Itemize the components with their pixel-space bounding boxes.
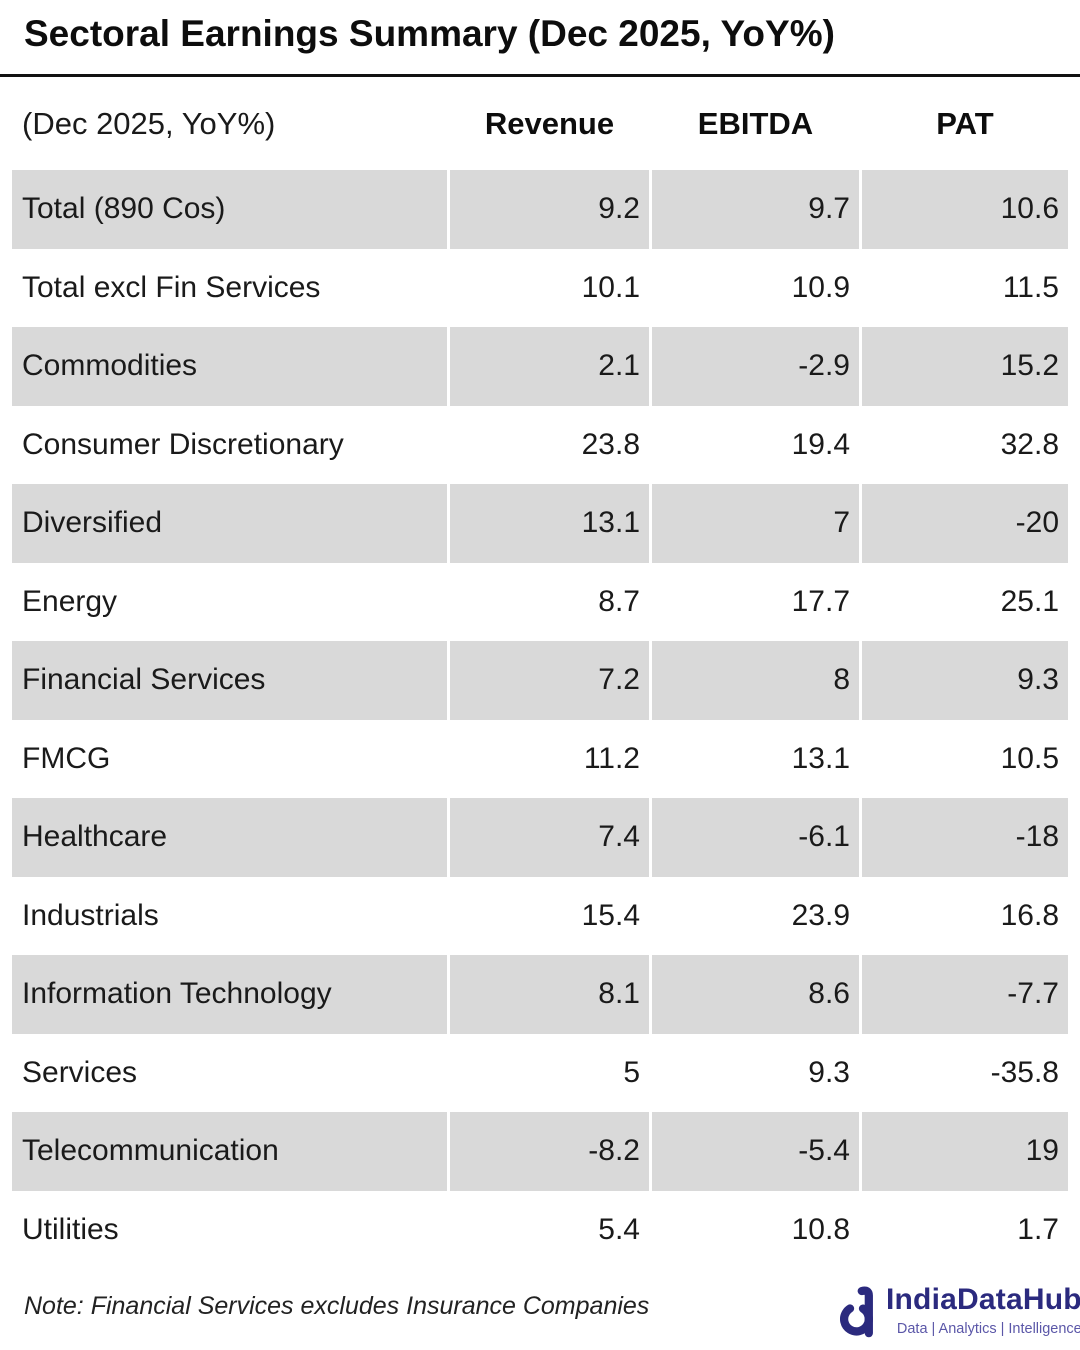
cell-revenue: 5.4 <box>598 1212 640 1246</box>
cell-pat: 15.2 <box>862 327 1068 406</box>
table-row: Energy 8.7 17.7 25.1 <box>12 563 1068 642</box>
footnote: Note: Financial Services excludes Insura… <box>24 1292 650 1320</box>
row-label: Utilities <box>22 1212 119 1246</box>
cell-revenue: 7.2 <box>450 641 649 720</box>
row-label: Financial Services <box>12 641 447 720</box>
cell-revenue: 23.8 <box>581 427 640 461</box>
cell-pat: 9.3 <box>862 641 1068 720</box>
table-row: Services 5 9.3 -35.8 <box>12 1034 1068 1113</box>
cell-ebitda: 23.9 <box>791 898 850 932</box>
cell-ebitda: 13.1 <box>791 741 850 775</box>
table-row: Telecommunication -8.2 -5.4 19 <box>12 1112 1068 1191</box>
column-header-ebitda: EBITDA <box>697 106 814 141</box>
cell-ebitda: 9.7 <box>652 170 859 249</box>
table-body: Total (890 Cos) 9.2 9.7 10.6 Total excl Fin … <box>12 170 1068 1269</box>
cell-revenue: 15.4 <box>581 898 640 932</box>
row-label: Industrials <box>22 898 159 932</box>
cell-pat: 16.8 <box>1000 898 1059 932</box>
table-header-label: (Dec 2025, YoY%) <box>22 106 276 141</box>
cell-ebitda: 10.9 <box>791 270 850 304</box>
logo-name: IndiaDataHub <box>886 1283 1080 1316</box>
table-row: Information Technology 8.1 8.6 -7.7 <box>12 955 1068 1034</box>
cell-revenue: 7.4 <box>450 798 649 877</box>
title-divider <box>0 74 1080 77</box>
table-row: Healthcare 7.4 -6.1 -18 <box>12 798 1068 877</box>
cell-revenue: 11.2 <box>583 741 640 775</box>
cell-ebitda: -2.9 <box>652 327 859 406</box>
cell-revenue: 10.1 <box>581 270 640 304</box>
cell-pat: 32.8 <box>1000 427 1059 461</box>
cell-ebitda: 17.7 <box>791 584 850 618</box>
cell-ebitda: 7 <box>652 484 859 563</box>
row-label: Total (890 Cos) <box>12 170 447 249</box>
page-title: Sectoral Earnings Summary (Dec 2025, YoY… <box>24 13 835 54</box>
cell-revenue: 2.1 <box>450 327 649 406</box>
cell-pat: 10.6 <box>862 170 1068 249</box>
cell-ebitda: 8.6 <box>652 955 859 1034</box>
cell-revenue: -8.2 <box>450 1112 649 1191</box>
cell-pat: -18 <box>862 798 1068 877</box>
row-label: Healthcare <box>12 798 447 877</box>
cell-ebitda: 8 <box>652 641 859 720</box>
table-row: Utilities 5.4 10.8 1.7 <box>12 1191 1068 1270</box>
table-row: Total (890 Cos) 9.2 9.7 10.6 <box>12 170 1068 249</box>
indiadatahub-d-icon <box>840 1286 880 1343</box>
cell-ebitda: -5.4 <box>652 1112 859 1191</box>
table-row: Diversified 13.1 7 -20 <box>12 484 1068 563</box>
cell-pat: -35.8 <box>990 1055 1059 1089</box>
cell-revenue: 8.7 <box>598 584 640 618</box>
cell-pat: -7.7 <box>862 955 1068 1034</box>
cell-pat: 10.5 <box>1000 741 1059 775</box>
row-label: Consumer Discretionary <box>22 427 344 461</box>
column-header-pat: PAT <box>936 106 994 141</box>
table-row: Industrials 15.4 23.9 16.8 <box>12 877 1068 956</box>
table-header-row: (Dec 2025, YoY%) Revenue EBITDA PAT <box>12 96 1068 152</box>
cell-revenue: 9.2 <box>450 170 649 249</box>
table-row: Consumer Discretionary 23.8 19.4 32.8 <box>12 406 1068 485</box>
table-row: Financial Services 7.2 8 9.3 <box>12 641 1068 720</box>
logo-tagline: Data | Analytics | Intelligence <box>896 1321 1080 1337</box>
indiadatahub-logo: IndiaDataHub Data | Analytics | Intellig… <box>840 1282 1080 1343</box>
cell-revenue: 5 <box>623 1055 640 1089</box>
row-label: FMCG <box>22 741 111 775</box>
logo-text-block: IndiaDataHub Data | Analytics | Intellig… <box>886 1282 1080 1338</box>
table-row: FMCG 11.2 13.1 10.5 <box>12 720 1068 799</box>
cell-revenue: 13.1 <box>450 484 649 563</box>
row-label: Total excl Fin Services <box>22 270 321 304</box>
column-header-revenue: Revenue <box>484 106 615 141</box>
cell-pat: 11.5 <box>1002 270 1059 304</box>
table-row: Commodities 2.1 -2.9 15.2 <box>12 327 1068 406</box>
row-label: Information Technology <box>12 955 447 1034</box>
cell-pat: 19 <box>862 1112 1068 1191</box>
cell-ebitda: 10.8 <box>791 1212 850 1246</box>
cell-ebitda: -6.1 <box>652 798 859 877</box>
cell-pat: 1.7 <box>1017 1212 1059 1246</box>
row-label: Energy <box>22 584 118 618</box>
row-label: Commodities <box>12 327 447 406</box>
cell-ebitda: 19.4 <box>791 427 850 461</box>
cell-pat: -20 <box>862 484 1068 563</box>
row-label: Diversified <box>12 484 447 563</box>
row-label: Telecommunication <box>12 1112 447 1191</box>
cell-ebitda: 9.3 <box>808 1055 850 1089</box>
row-label: Services <box>22 1055 138 1089</box>
cell-pat: 25.1 <box>1000 584 1059 618</box>
table-row: Total excl Fin Services 10.1 10.9 11.5 <box>12 249 1068 328</box>
cell-revenue: 8.1 <box>450 955 649 1034</box>
